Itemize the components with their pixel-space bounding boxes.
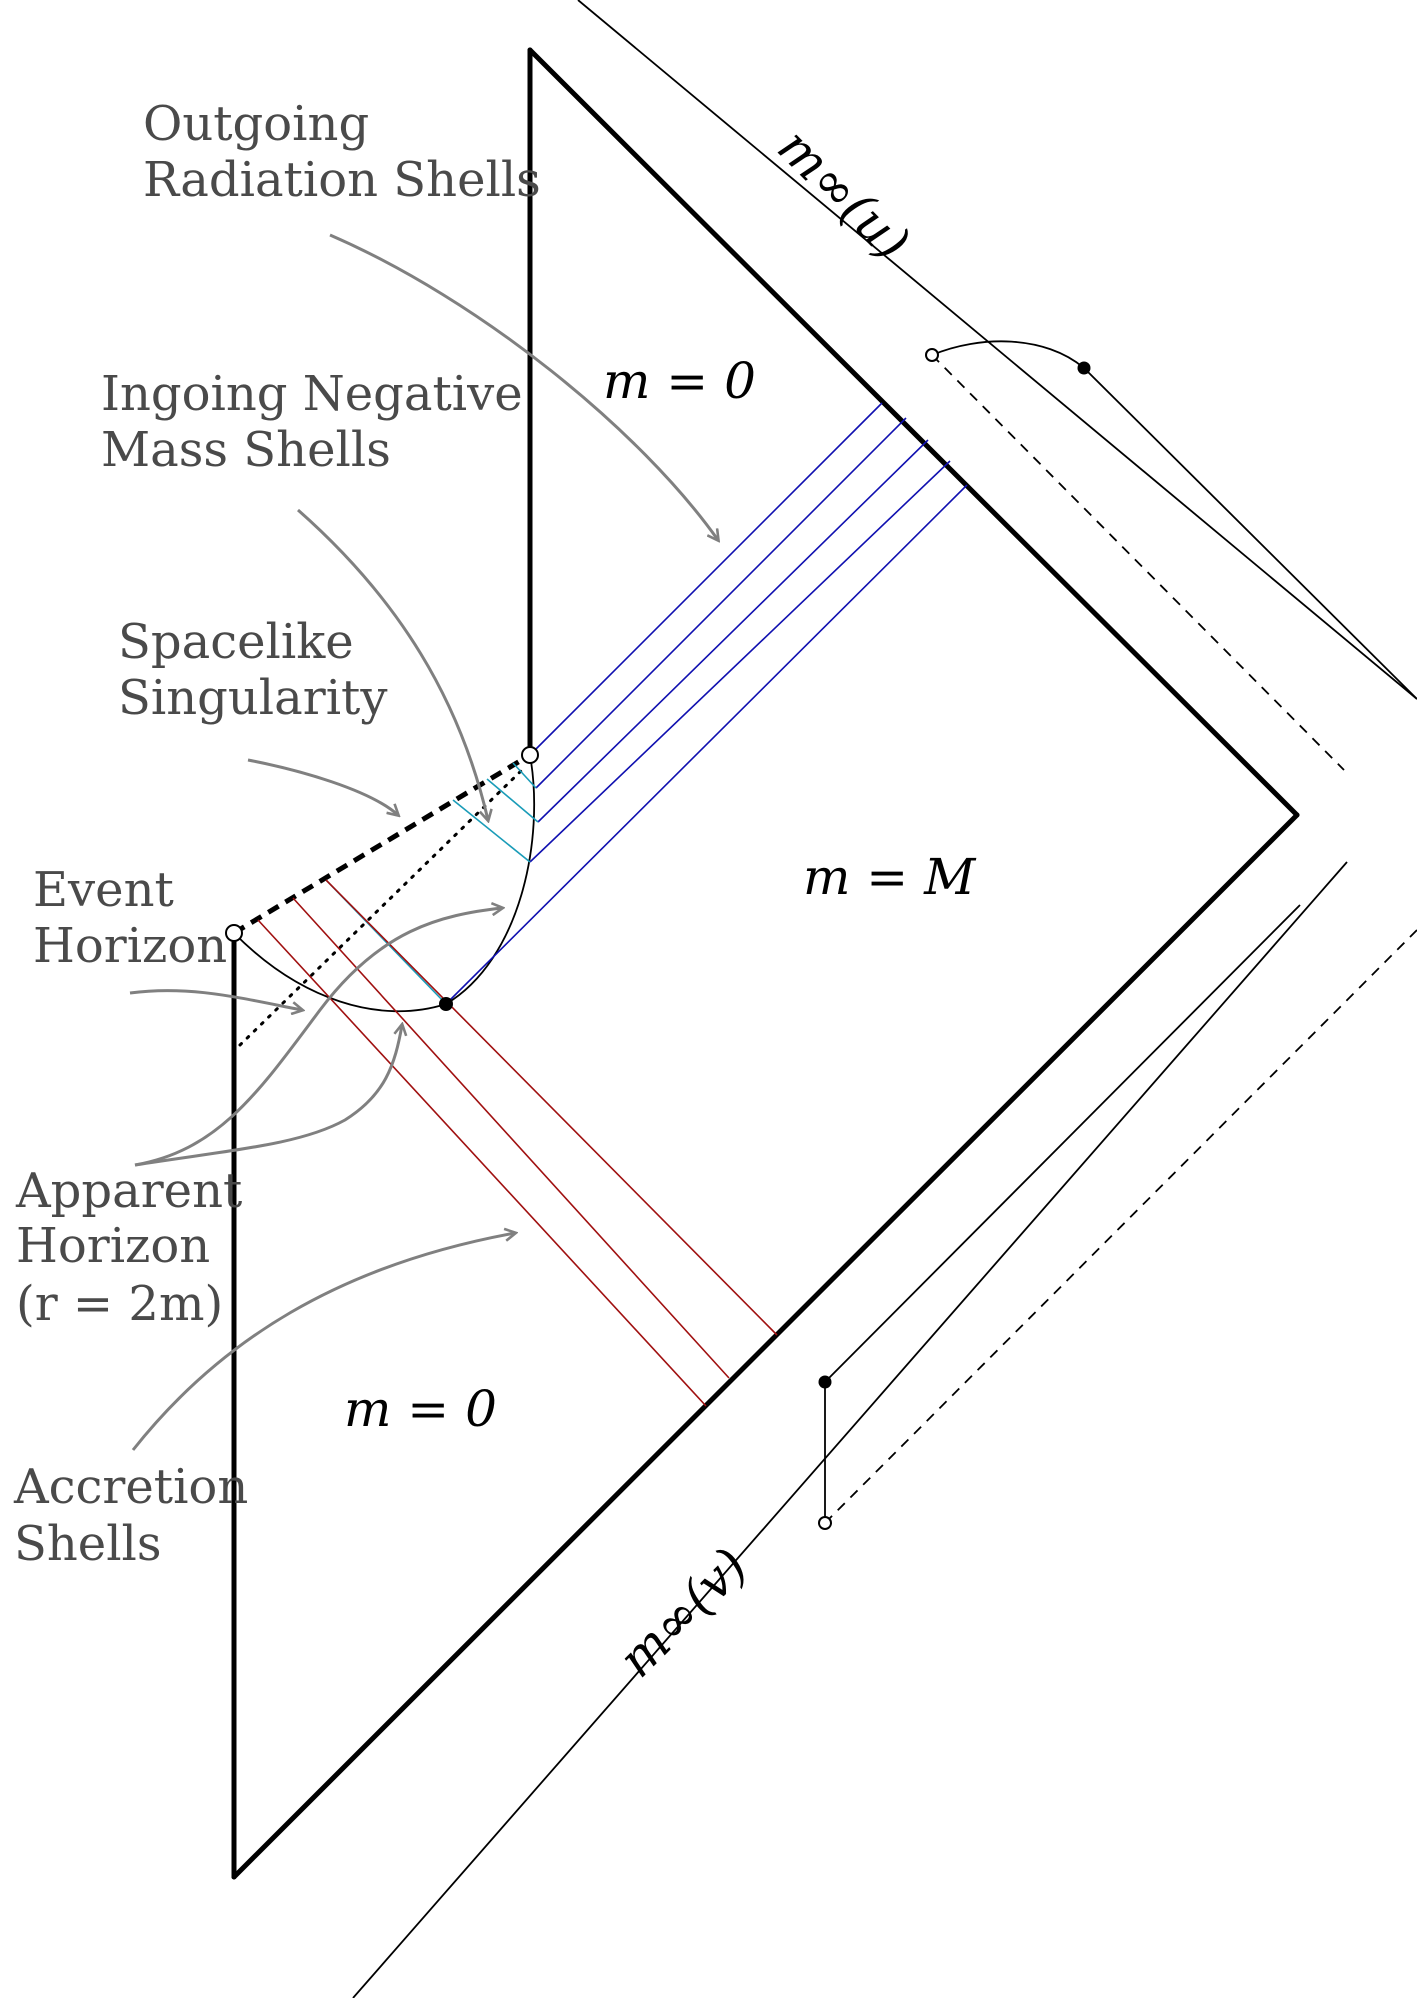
spacelike-arrow xyxy=(247,758,398,815)
bondi-mass-u-plot xyxy=(577,0,1417,771)
bondi-mass-v-plot xyxy=(352,861,1417,1998)
singularity-origin-open xyxy=(225,924,243,942)
singularity-endpoint-open xyxy=(521,746,539,764)
event-horizon-arrow xyxy=(129,989,302,1010)
apparent-label-3: (r = 2m) xyxy=(16,1276,223,1332)
m-inf-v-label: m∞(v) xyxy=(607,1537,759,1689)
v-filled-point xyxy=(818,1375,832,1389)
past-null-infinity xyxy=(231,812,1300,1880)
region-label-top: m = 0 xyxy=(603,352,756,410)
region-label-middle: m = M xyxy=(803,848,977,906)
accretion-shells xyxy=(257,879,778,1407)
apparent-label-2: Horizon xyxy=(16,1218,210,1274)
outgoing-shell xyxy=(529,460,951,863)
u-zero-line xyxy=(931,354,1345,771)
outgoing-radiation-shells xyxy=(445,402,968,1005)
v-open-point xyxy=(818,1516,832,1530)
spacelike-label-1: Spacelike xyxy=(118,614,354,670)
accretion-shell xyxy=(257,919,707,1407)
negative-mass-shell xyxy=(486,778,539,823)
accretion-shell xyxy=(325,879,778,1336)
apparent-horizon-point xyxy=(439,997,453,1011)
apparent-arrow-lower xyxy=(134,1025,402,1167)
outgoing-arrow xyxy=(329,233,718,540)
v-axis-line xyxy=(352,861,1348,1998)
outgoing-shell xyxy=(445,484,968,1005)
u-mass-line xyxy=(1083,367,1417,700)
apparent-horizon-curve xyxy=(233,754,536,1013)
annotation-arrows xyxy=(129,233,718,1451)
u-mass-curve xyxy=(931,340,1085,369)
accretion-label-2: Shells xyxy=(14,1516,162,1572)
outgoing-shell xyxy=(529,402,883,756)
apparent-label-1: Apparent xyxy=(15,1163,242,1219)
accretion-label-1: Accretion xyxy=(13,1459,248,1515)
v-mass-line xyxy=(824,904,1301,1383)
u-open-point xyxy=(925,348,939,362)
negative-mass-shell xyxy=(452,799,531,863)
u-axis-line xyxy=(577,0,1417,700)
spacelike-singularity-line xyxy=(232,752,532,936)
outgoing-label-2: Radiation Shells xyxy=(143,152,541,208)
outgoing-label-1: Outgoing xyxy=(143,96,369,152)
u-filled-point xyxy=(1077,361,1091,375)
m-inf-u-label: m∞(u) xyxy=(767,117,921,271)
accretion-shell xyxy=(292,897,730,1379)
future-null-infinity xyxy=(527,47,1300,818)
spacetime-boundary xyxy=(231,47,1300,1880)
region-label-bottom: m = 0 xyxy=(344,1380,497,1438)
ingoing-arrow xyxy=(297,508,488,820)
outgoing-shell xyxy=(535,417,907,789)
negative-mass-shell xyxy=(512,762,537,789)
event-label-1: Event xyxy=(33,862,174,918)
ingoing-label-1: Ingoing Negative xyxy=(101,366,523,422)
v-zero-line xyxy=(824,929,1417,1524)
event-label-2: Horizon xyxy=(33,918,227,974)
spacelike-label-2: Singularity xyxy=(118,670,387,726)
ingoing-label-2: Mass Shells xyxy=(101,422,391,478)
outgoing-shell xyxy=(537,439,929,823)
event-horizon-line xyxy=(238,768,524,1047)
apparent-arrow-upper xyxy=(134,908,502,1167)
accretion-arrow xyxy=(131,1233,515,1451)
